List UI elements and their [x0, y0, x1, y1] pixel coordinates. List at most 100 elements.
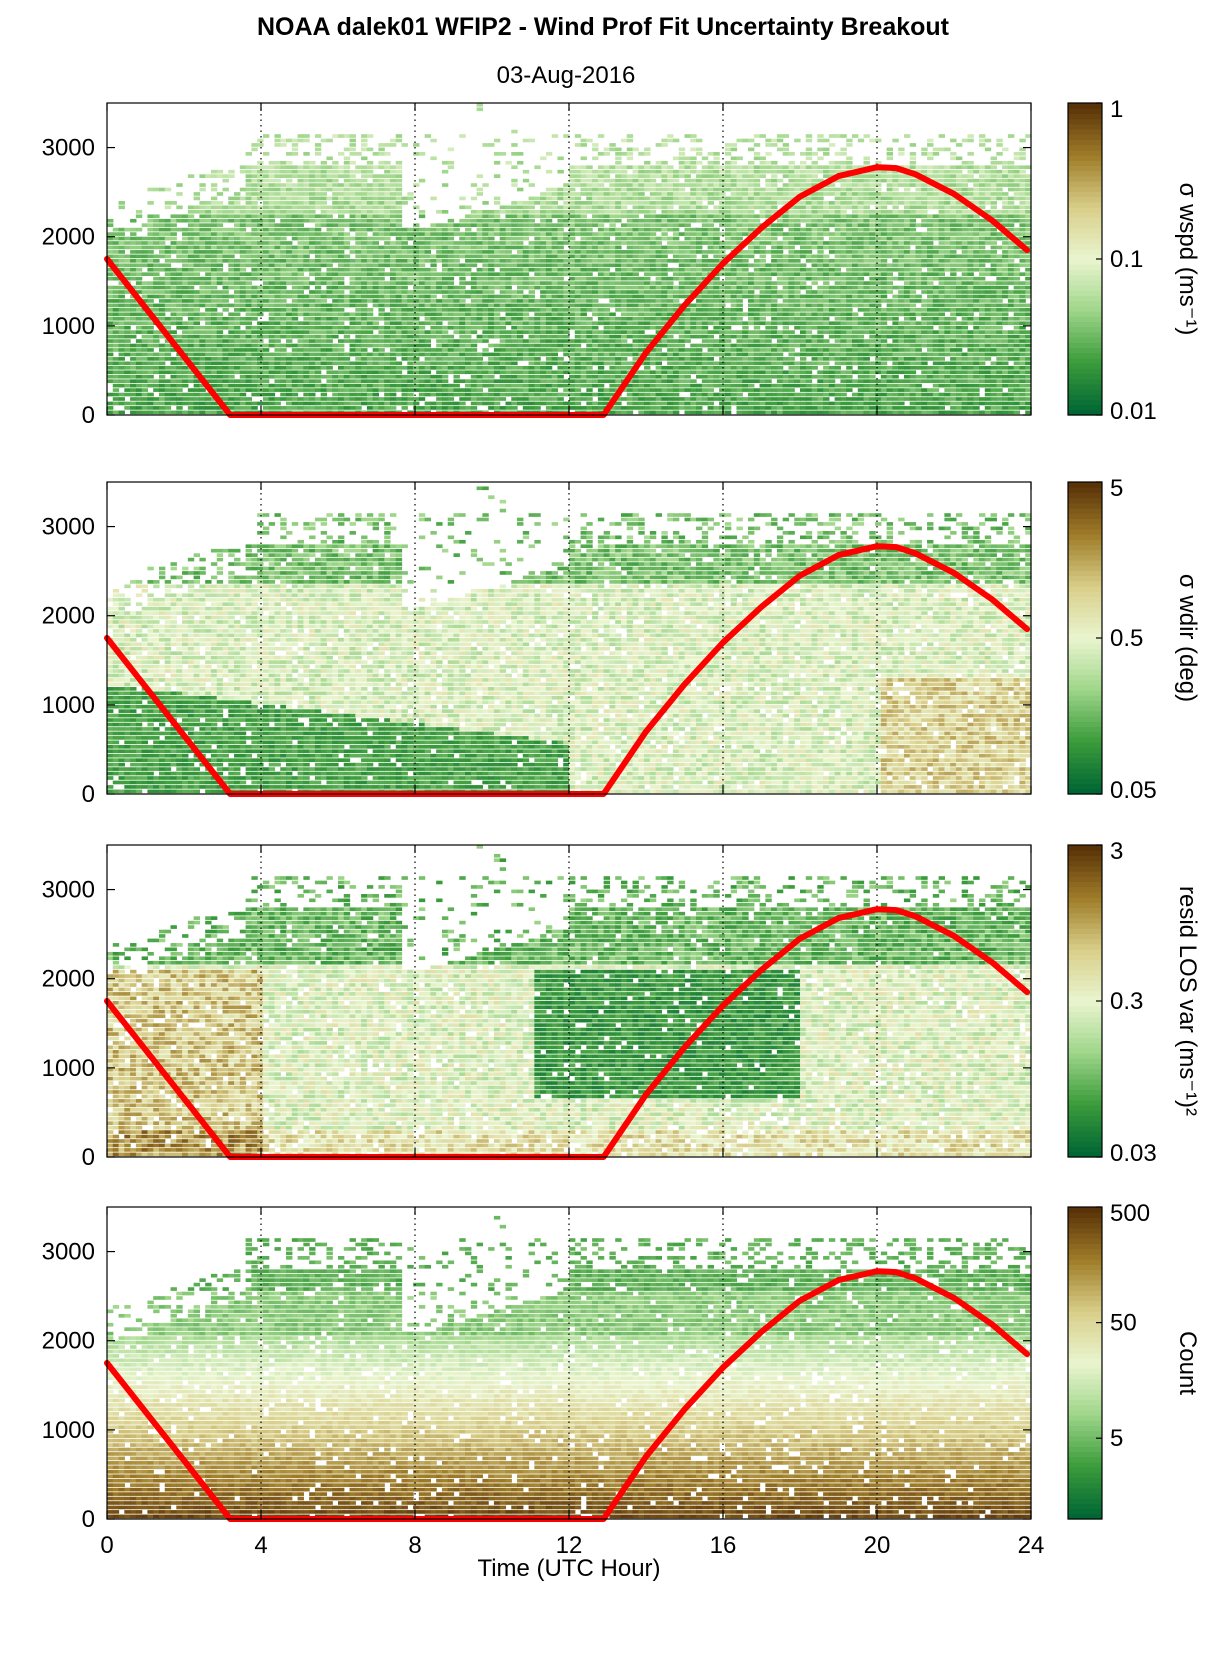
heatmap-cell [171, 379, 177, 383]
heatmap-cell [378, 165, 384, 169]
heatmap-cell [113, 330, 119, 334]
heatmap-cell [153, 402, 159, 406]
heatmap-cell [332, 312, 338, 316]
heatmap-cell [188, 219, 194, 223]
heatmap-cell [384, 362, 390, 366]
heatmap-cell [199, 188, 205, 192]
heatmap-cell [119, 366, 125, 370]
heatmap-cell [269, 295, 275, 299]
heatmap-cell [298, 255, 304, 259]
heatmap-cell [107, 246, 113, 250]
heatmap-cell [332, 272, 338, 276]
heatmap-cell [107, 339, 113, 343]
heatmap-cell [361, 353, 367, 357]
heatmap-cell [223, 188, 229, 192]
heatmap-cell [130, 393, 136, 397]
heatmap-cell [171, 250, 177, 254]
heatmap-cell [315, 402, 321, 406]
heatmap-cell [147, 402, 153, 406]
heatmap-cell [367, 255, 373, 259]
heatmap-cell [251, 214, 257, 218]
heatmap-cell [124, 375, 130, 379]
heatmap-cell [251, 250, 257, 254]
heatmap-cell [378, 370, 384, 374]
heatmap-cell [321, 161, 327, 165]
heatmap-cell [257, 308, 263, 312]
heatmap-cell [292, 308, 298, 312]
heatmap-cell [390, 299, 396, 303]
heatmap-cell [280, 321, 286, 325]
heatmap-cell [280, 263, 286, 267]
heatmap-cell [407, 379, 413, 383]
heatmap-cell [332, 192, 338, 196]
heatmap-cell [251, 206, 257, 210]
heatmap-cell [263, 246, 269, 250]
heatmap-cell [257, 183, 263, 187]
heatmap-cell [246, 375, 252, 379]
heatmap-cell [234, 241, 240, 245]
heatmap-cell [315, 143, 321, 147]
heatmap-cell [350, 263, 356, 267]
heatmap-cell [130, 411, 136, 415]
heatmap-cell [107, 304, 113, 308]
heatmap-cell [326, 214, 332, 218]
heatmap-cell [188, 353, 194, 357]
heatmap-cell [274, 317, 280, 321]
heatmap-cell [246, 388, 252, 392]
heatmap-cell [269, 393, 275, 397]
heatmap-cell [303, 402, 309, 406]
heatmap-cell [263, 348, 269, 352]
heatmap-cell [419, 272, 425, 276]
heatmap-cell [344, 192, 350, 196]
heatmap-cell [407, 397, 413, 401]
heatmap-cell [396, 366, 402, 370]
heatmap-cell [205, 375, 211, 379]
heatmap-cell [373, 188, 379, 192]
heatmap-cell [205, 206, 211, 210]
heatmap-cell [326, 388, 332, 392]
heatmap-cell [188, 174, 194, 178]
heatmap-cell [350, 272, 356, 276]
heatmap-cell [402, 228, 408, 232]
heatmap-cell [240, 393, 246, 397]
heatmap-cell [292, 397, 298, 401]
heatmap-cell [350, 134, 356, 138]
heatmap-cell [119, 259, 125, 263]
heatmap-cell [223, 335, 229, 339]
heatmap-cell [390, 281, 396, 285]
heatmap-cell [419, 384, 425, 388]
heatmap-cell [286, 228, 292, 232]
heatmap-cell [176, 268, 182, 272]
heatmap-cell [182, 299, 188, 303]
heatmap-cell [396, 286, 402, 290]
heatmap-cell [361, 183, 367, 187]
heatmap-cell [338, 295, 344, 299]
heatmap-cell [234, 393, 240, 397]
heatmap-cell [269, 259, 275, 263]
heatmap-cell [384, 366, 390, 370]
heatmap-cell [413, 272, 419, 276]
heatmap-cell [217, 411, 223, 415]
heatmap-cell [176, 339, 182, 343]
heatmap-cell [350, 299, 356, 303]
heatmap-cell [303, 286, 309, 290]
heatmap-cell [298, 277, 304, 281]
heatmap-cell [269, 263, 275, 267]
heatmap-cell [246, 397, 252, 401]
heatmap-cell [280, 223, 286, 227]
heatmap-cell [413, 241, 419, 245]
heatmap-cell [257, 174, 263, 178]
heatmap-cell [373, 232, 379, 236]
heatmap-cell [425, 357, 431, 361]
heatmap-cell [234, 353, 240, 357]
heatmap-cell [419, 277, 425, 281]
heatmap-cell [321, 214, 327, 218]
heatmap-cell [194, 281, 200, 285]
heatmap-cell [321, 277, 327, 281]
heatmap-cell [246, 237, 252, 241]
heatmap-cell [315, 362, 321, 366]
heatmap-cell [303, 321, 309, 325]
heatmap-cell [396, 402, 402, 406]
heatmap-cell [199, 397, 205, 401]
heatmap-cell [234, 366, 240, 370]
